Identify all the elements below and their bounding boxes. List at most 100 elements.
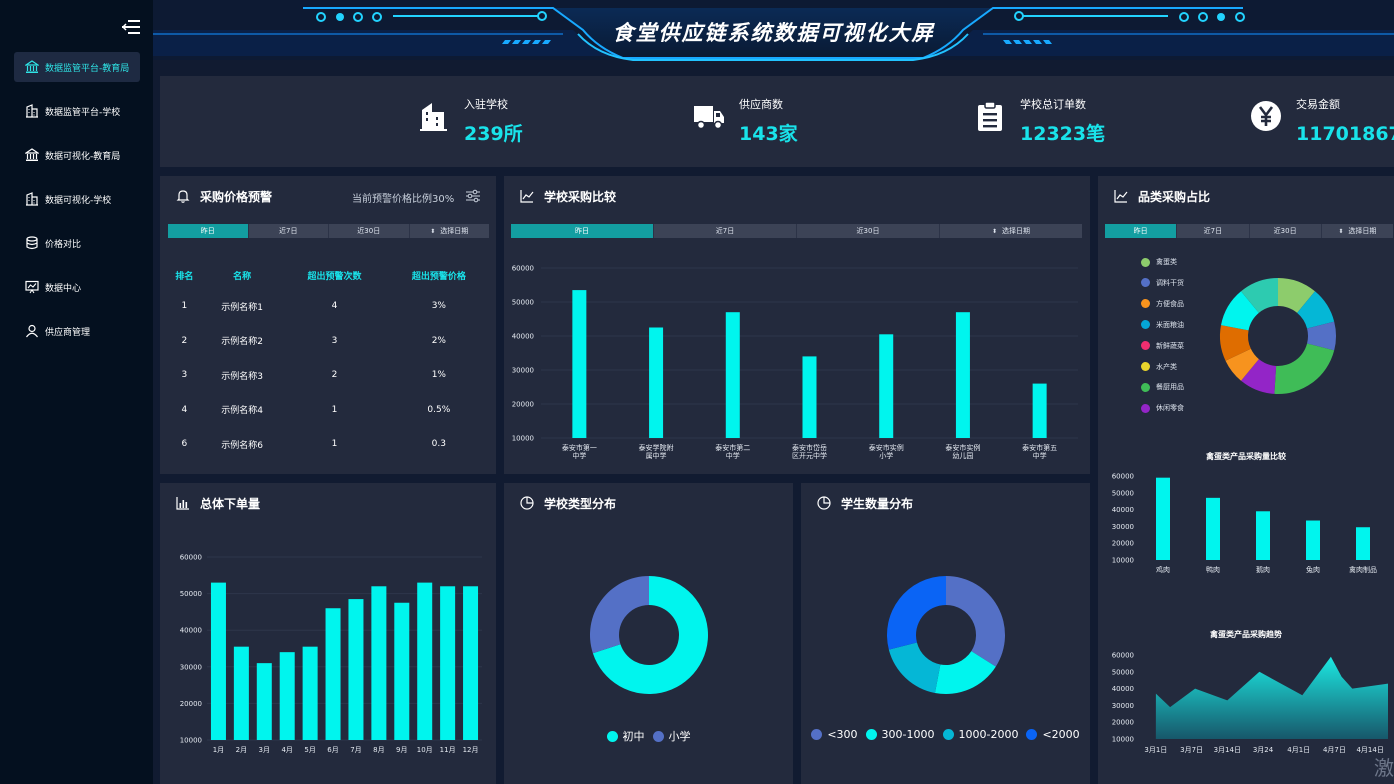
legend-item[interactable]: 新鲜蔬菜 [1141, 341, 1184, 351]
bar[interactable] [955, 312, 970, 438]
donut-slice[interactable] [946, 576, 1005, 667]
cell: 1 [331, 404, 338, 415]
bar[interactable] [325, 608, 341, 740]
bank-icon [25, 60, 39, 73]
bar[interactable] [1356, 527, 1370, 560]
donut-slice[interactable] [1220, 325, 1251, 361]
donut-slice[interactable] [590, 576, 649, 654]
bar[interactable] [394, 602, 410, 740]
legend-item[interactable]: 调料干货 [1141, 278, 1184, 288]
bar[interactable] [1306, 520, 1320, 560]
legend-item[interactable]: 初中 [606, 728, 645, 744]
bar[interactable] [1032, 383, 1047, 438]
donut-slice[interactable] [1241, 359, 1277, 394]
donut-slice[interactable] [1297, 291, 1335, 329]
sidebar-item-data-center[interactable]: 数据中心 [14, 272, 140, 302]
bar[interactable] [725, 312, 740, 438]
table-row[interactable]: 1 示例名称1 4 3% [167, 289, 491, 324]
x-tick-label: 中学 [572, 451, 586, 460]
bar[interactable] [463, 586, 479, 740]
donut-slice[interactable] [934, 651, 996, 694]
table-row[interactable]: 2 示例名称2 3 2% [167, 324, 491, 359]
bar[interactable] [649, 327, 664, 439]
legend-item[interactable]: 餐厨用品 [1141, 382, 1184, 392]
legend-item[interactable]: <300 [811, 728, 858, 741]
legend-item[interactable]: 1000-2000 [942, 728, 1018, 741]
tab-7days[interactable]: 近7日 [654, 224, 797, 238]
sort-caret-icon: ⬍ [430, 227, 436, 235]
tab-yesterday[interactable]: 昨日 [168, 224, 249, 238]
tab-select-date[interactable]: ⬍ 选择日期 [410, 224, 490, 238]
bar[interactable] [279, 652, 295, 740]
sidebar: 数据监管平台-教育局 数据监管平台-学校 数据可视化-教育局 数据可视化-学校 … [0, 0, 153, 784]
table-row[interactable]: 3 示例名称3 2 1% [167, 358, 491, 393]
sidebar-item-school-monitor[interactable]: 数据监管平台-学校 [14, 96, 140, 126]
sidebar-item-edu-visual[interactable]: 数据可视化-教育局 [14, 140, 140, 170]
bar[interactable] [256, 663, 272, 740]
donut-slice[interactable] [592, 576, 708, 694]
bar[interactable] [233, 646, 249, 740]
legend-swatch [606, 730, 618, 742]
donut-slice[interactable] [1241, 278, 1278, 313]
panel-title: 学生数量分布 [841, 497, 914, 511]
bar[interactable] [302, 646, 318, 740]
x-tick-label: 11月 [440, 746, 456, 754]
bar[interactable] [440, 586, 456, 740]
legend-item[interactable]: 小学 [652, 728, 691, 744]
bar[interactable] [879, 334, 894, 438]
sliders-icon[interactable] [465, 189, 481, 203]
col-header: 排名 [175, 271, 194, 282]
donut-slice[interactable] [1221, 291, 1259, 331]
legend-item[interactable]: 禽蛋类 [1141, 257, 1177, 267]
donut-slice[interactable] [1307, 321, 1336, 351]
sidebar-item-supplier[interactable]: 供应商管理 [14, 316, 140, 346]
sidebar-item-label: 数据可视化-学校 [45, 195, 112, 206]
tab-7days[interactable]: 近7日 [249, 224, 329, 238]
sidebar-item-price-compare[interactable]: 价格对比 [14, 228, 140, 258]
tab-yesterday[interactable]: 昨日 [511, 224, 654, 238]
tab-30days[interactable]: 近30日 [1250, 224, 1322, 238]
bar[interactable] [1156, 477, 1170, 560]
legend-item[interactable]: 休闲零食 [1141, 403, 1184, 413]
y-tick-label: 30000 [180, 663, 202, 671]
x-tick-label: 1月 [213, 746, 224, 754]
bar[interactable] [210, 582, 226, 740]
sidebar-item-edu-monitor[interactable]: 数据监管平台-教育局 [14, 52, 140, 82]
menu-toggle-icon[interactable] [121, 19, 141, 37]
legend-item[interactable]: <2000 [1026, 728, 1080, 741]
donut-slice[interactable] [1278, 278, 1315, 313]
donut-slice[interactable] [1225, 348, 1259, 381]
cell: 示例名称2 [221, 337, 263, 348]
x-tick-label: 2月 [236, 746, 247, 754]
donut-slice[interactable] [887, 576, 946, 650]
bar[interactable] [572, 290, 587, 438]
tab-select-date[interactable]: ⬍ 选择日期 [940, 224, 1082, 238]
x-tick-label: 3月14日 [1214, 746, 1241, 754]
bar[interactable] [417, 582, 433, 740]
tab-7days[interactable]: 近7日 [1177, 224, 1250, 238]
stat-label: 交易金额 [1296, 98, 1340, 111]
legend-item[interactable]: 水产类 [1141, 362, 1177, 372]
legend-item[interactable]: 米面粮油 [1141, 320, 1184, 330]
table-row[interactable]: 6 示例名称6 1 0.3 [167, 427, 491, 462]
legend-item[interactable]: 300-1000 [865, 728, 935, 741]
donut-slice[interactable] [1274, 343, 1335, 394]
bar[interactable] [348, 599, 364, 740]
table-row[interactable]: 4 示例名称4 1 0.5% [167, 393, 491, 428]
x-tick-label: 10月 [417, 746, 433, 754]
tab-30days[interactable]: 近30日 [329, 224, 410, 238]
legend-label: 小学 [668, 730, 691, 743]
donut-slice[interactable] [888, 642, 941, 693]
bar[interactable] [371, 586, 387, 740]
bar[interactable] [802, 356, 817, 438]
bar[interactable] [1256, 511, 1270, 560]
legend-item[interactable]: 方便食品 [1141, 299, 1184, 309]
tab-30days[interactable]: 近30日 [797, 224, 940, 238]
legend-label: 禽蛋类 [1156, 258, 1177, 266]
x-tick-label: 鸭肉 [1206, 565, 1220, 574]
y-tick-label: 50000 [1112, 668, 1134, 676]
tab-yesterday[interactable]: 昨日 [1105, 224, 1178, 238]
sidebar-item-school-visual[interactable]: 数据可视化-学校 [14, 184, 140, 214]
tab-select-date[interactable]: ⬍ 选择日期 [1322, 224, 1393, 238]
bar[interactable] [1206, 497, 1220, 560]
